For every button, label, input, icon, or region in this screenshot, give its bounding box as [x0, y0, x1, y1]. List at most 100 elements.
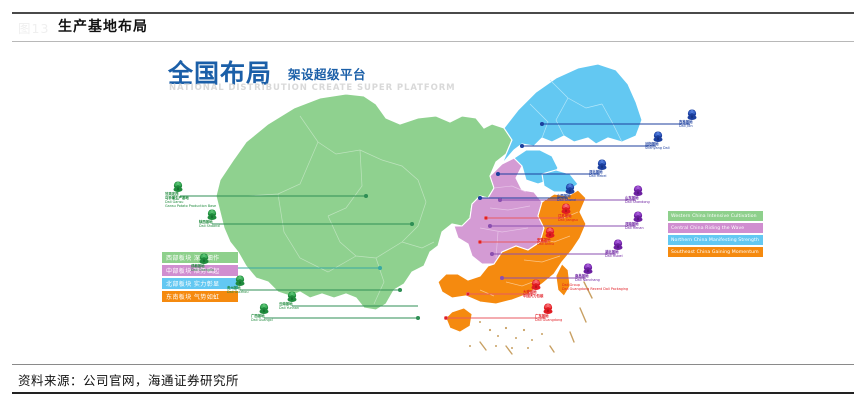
china-map-svg	[180, 63, 690, 355]
map-marker-label-chengdu: 成都基地 Dali Chengdu	[191, 264, 261, 273]
header-rule-bottom	[12, 41, 854, 42]
marker-cn-gansu: 甘肃定西	[165, 192, 179, 196]
location-pin-icon	[633, 185, 643, 196]
map-marker-label-hubei: 湖北基地 Dali Hubei	[605, 250, 675, 259]
map-marker-label-gansu: 甘肃定西 马铃薯生产基地 Dali Gansu Gansu Potato Pro…	[165, 192, 235, 209]
marker-cn-jiangsu: 江苏基地	[558, 214, 572, 218]
footer-rule-bottom	[12, 392, 854, 394]
figure-number: 图13	[18, 21, 50, 36]
footer-rule-top	[12, 364, 854, 365]
marker-cn-yunnan: 云南基地	[279, 302, 293, 306]
location-pin-icon	[259, 303, 269, 314]
south-china-sea-islands	[469, 321, 543, 349]
marker-py-jilin: Dali Jilin	[679, 123, 693, 128]
marker-py-guangxi: Dali Guangxi	[251, 317, 273, 322]
legend-en-label-north: Northern China Manifesting Strength	[671, 237, 759, 243]
marker-py2-gansu: Gansu Potato Production Base	[165, 203, 217, 208]
map-marker-label-yunnan: 云南基地 Dali Yunnan	[279, 302, 349, 311]
location-pin-icon	[173, 181, 183, 192]
marker-py-gansu: Dali Gansu	[165, 199, 184, 204]
legend-en-item-southeast[interactable]: Southeast China Gaining Momentum	[668, 247, 763, 257]
marker-py-guizhou: Dali Guizhou	[227, 289, 249, 294]
marker-py-chengdu: Dali Chengdu	[191, 267, 214, 272]
marker-py-shaanxi: Dali Shaanxi	[199, 223, 221, 228]
marker-cn2-gansu: 马铃薯生产基地	[165, 195, 189, 200]
location-pin-icon	[531, 279, 541, 290]
legend-en-label-west: Western China Intensive Cultivation	[671, 213, 757, 219]
marker-cn-guangdong: 广东基地	[535, 314, 549, 318]
marker-py-shenyang: Shenyang Dali	[645, 145, 670, 150]
island-taiwan	[555, 263, 571, 297]
marker-cn-shanxi: 山西基地	[557, 194, 571, 198]
region-west	[215, 93, 513, 311]
map-marker-label-hebei: 河北基地 Dali Hebei	[589, 170, 659, 179]
legend-en-item-west[interactable]: Western China Intensive Cultivation	[668, 211, 763, 221]
marker-py-shandong: Dali Shandong	[625, 199, 650, 204]
location-pin-icon	[287, 291, 297, 302]
map-marker-label-guizhou: 贵州基地 Dali Guizhou	[227, 286, 297, 295]
location-pin-icon	[543, 303, 553, 314]
page-title: 生产基地布局	[58, 19, 148, 35]
legend-en-label-central: Central China Riding the Wave	[671, 225, 745, 231]
location-pin-icon	[633, 211, 643, 222]
legend-cn-item-central[interactable]: 中部板块 顺势崛起	[162, 265, 238, 276]
marker-cn-guizhou: 贵州基地	[227, 286, 241, 290]
legend-cn-label-north: 北部板块 实力彰显	[166, 281, 220, 288]
legend-cn-item-north[interactable]: 北部板块 实力彰显	[162, 278, 238, 289]
map-marker-label-henan: 河南基地 Dali Henan	[625, 222, 695, 231]
marker-cn-guangxi: 广西基地	[251, 314, 265, 318]
south-china-sea-boundary	[479, 281, 593, 355]
location-pin-icon	[565, 183, 575, 194]
marker-cn-shaanxi: 陕西基地	[199, 220, 213, 224]
marker-py2-dali-group: Dali Guangdong Recent Dali Packaging	[562, 286, 629, 291]
marker-cn-anhui: 安徽基地	[537, 238, 551, 242]
map-marker-label-dali-group: 大理基地 中国大力包装	[523, 290, 593, 299]
marker-cn-hubei: 湖北基地	[605, 250, 619, 254]
header-rule-top	[12, 12, 854, 14]
marker-cn-jilin: 吉林基地	[679, 120, 693, 124]
map-marker-label-anhui: 安徽基地 Dali Anhui	[537, 238, 607, 247]
location-pin-icon	[235, 275, 245, 286]
marker-py-shanxi: Dali Shanxi	[557, 197, 577, 202]
west-province-lines	[245, 115, 435, 305]
location-pin-icon	[687, 109, 697, 120]
location-pin-icon	[613, 239, 623, 250]
location-pin-icon	[653, 131, 663, 142]
marker-py-nanchang: Dali Nanchang	[575, 277, 600, 282]
marker-cn-chengdu: 成都基地	[191, 264, 205, 268]
map-marker-label-guangxi: 广西基地 Dali Guangxi	[251, 314, 321, 323]
china-map-poster: 全国布局 架设超级平台 NATIONAL DISTRIBUTION CREATE…	[150, 46, 763, 358]
marker-py-yunnan: Dali Yunnan	[279, 305, 300, 310]
marker-py-jiangsu: Dali Jiangsu	[558, 217, 578, 222]
location-pin-icon	[583, 263, 593, 274]
marker-cn2-dali-group: 中国大力包装	[523, 293, 544, 298]
map-marker-label-guangdong: 广东基地 Dali Guangdong	[535, 314, 605, 323]
island-hainan	[445, 307, 473, 333]
marker-cn-shandong: 山东基地	[625, 196, 639, 200]
marker-py-henan: Dali Henan	[625, 225, 644, 230]
legend-en-item-central[interactable]: Central China Riding the Wave	[668, 223, 763, 233]
north-province-lines	[529, 79, 623, 143]
region-southeast	[437, 189, 587, 305]
marker-py-hubei: Dali Hubei	[605, 253, 623, 258]
legend-cn-label-southeast: 东南板块 气势如虹	[166, 294, 220, 301]
legend-en-item-north[interactable]: Northern China Manifesting Strength	[668, 235, 763, 245]
legend-english: Western China Intensive Cultivation Cent…	[668, 211, 763, 259]
map-marker-label-shenyang: 沈阳基地 Shenyang Dali	[645, 142, 715, 151]
marker-cn-henan: 河南基地	[625, 222, 639, 226]
marker-py-guangdong: Dali Guangdong	[535, 317, 563, 322]
legend-cn-item-southeast[interactable]: 东南板块 气势如虹	[162, 291, 238, 302]
marker-cn-shenyang: 沈阳基地	[645, 142, 659, 146]
central-province-lines	[479, 185, 531, 259]
poster-title-cn: 全国布局	[168, 59, 273, 88]
marker-cn-nanchang: 南昌基地	[575, 274, 589, 278]
marker-py-anhui: Dali Anhui	[537, 241, 555, 246]
legend-cn-label-west: 西部板块 深耕细作	[166, 255, 220, 262]
location-pin-icon	[207, 209, 217, 220]
location-pin-icon	[545, 227, 555, 238]
map-marker-label-shaanxi: 陕西基地 Dali Shaanxi	[199, 220, 269, 229]
map-marker-note-dali-group: Dali Group Dali Guangdong Recent Dali Pa…	[562, 283, 632, 292]
legend-cn-label-central: 中部板块 顺势崛起	[166, 268, 220, 275]
marker-py-dali-group: Dali Group	[562, 283, 580, 287]
